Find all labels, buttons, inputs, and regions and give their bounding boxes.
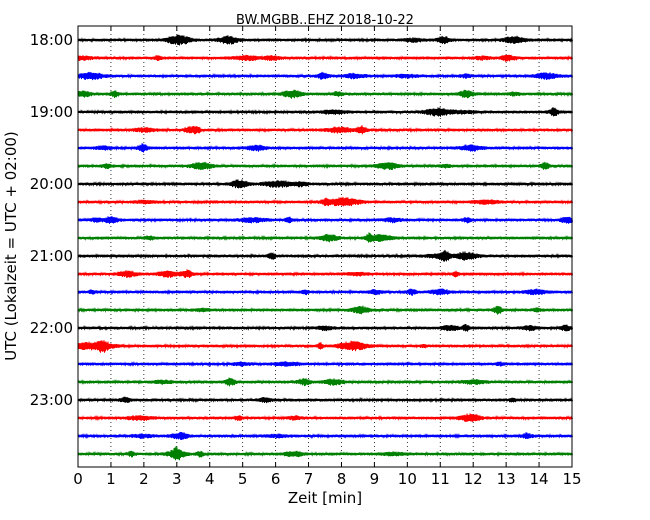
- x-tick-label: 1: [106, 470, 116, 488]
- seismic-trace: [77, 196, 573, 207]
- x-axis: 0 1 2 3 4 5 6 7 8 9 10 11 12 13 14 15: [73, 26, 582, 488]
- seismic-trace: [77, 107, 573, 117]
- x-tick-label: 2: [139, 470, 149, 488]
- x-tick-label: 6: [271, 470, 281, 488]
- seismic-trace: [77, 161, 573, 170]
- y-tick-label: 20:00: [30, 175, 73, 193]
- seismic-trace: [77, 34, 573, 46]
- x-tick-label: 4: [205, 470, 215, 488]
- seismic-trace: [77, 54, 573, 62]
- y-tick-label: 18:00: [30, 31, 73, 49]
- seismic-trace: [77, 269, 573, 279]
- seismic-trace: [77, 305, 573, 315]
- x-tick-label: 5: [238, 470, 248, 488]
- x-tick-label: 8: [337, 470, 347, 488]
- chart-title: BW.MGBB..EHZ 2018-10-22: [236, 13, 414, 28]
- vertical-grid: [110, 26, 540, 467]
- x-tick-label: 0: [73, 470, 83, 488]
- x-tick-label: 9: [370, 470, 380, 488]
- x-tick-label: 7: [304, 470, 314, 488]
- seismic-trace: [77, 216, 573, 224]
- x-tick-label: 12: [464, 470, 483, 488]
- seismic-trace: [77, 360, 573, 368]
- x-tick-label: 10: [398, 470, 417, 488]
- seismic-trace: [77, 125, 573, 135]
- seismic-trace: [77, 249, 573, 262]
- seismic-trace: [77, 446, 573, 461]
- plot-frame: [77, 25, 573, 468]
- y-tick-label: 19:00: [30, 103, 73, 121]
- seismic-trace: [77, 179, 573, 189]
- x-tick-label: 13: [497, 470, 516, 488]
- y-tick-label: 21:00: [30, 247, 73, 265]
- seismic-trace: [77, 71, 573, 81]
- y-axis-label: UTC (Lokalzeit = UTC + 02:00): [2, 131, 20, 361]
- seismic-trace: [77, 377, 573, 387]
- seismic-trace: [77, 340, 573, 353]
- x-tick-label: 11: [431, 470, 450, 488]
- x-tick-label: 15: [562, 470, 581, 488]
- seismic-trace: [77, 413, 573, 422]
- y-axis: 18:00 19:00 20:00 21:00 22:00 23:00: [30, 31, 572, 409]
- seismic-trace: [77, 431, 573, 440]
- trace-group: [77, 34, 573, 461]
- seismic-trace: [77, 232, 573, 243]
- seismic-trace: [77, 288, 573, 296]
- seismic-trace: [77, 143, 573, 153]
- y-tick-label: 23:00: [30, 391, 73, 409]
- x-tick-label: 3: [172, 470, 182, 488]
- seismic-trace: [77, 323, 573, 332]
- seismic-trace: [77, 396, 573, 404]
- y-tick-label: 22:00: [30, 319, 73, 337]
- x-axis-label: Zeit [min]: [288, 489, 362, 507]
- seismic-trace: [77, 89, 573, 99]
- x-tick-label: 14: [530, 470, 549, 488]
